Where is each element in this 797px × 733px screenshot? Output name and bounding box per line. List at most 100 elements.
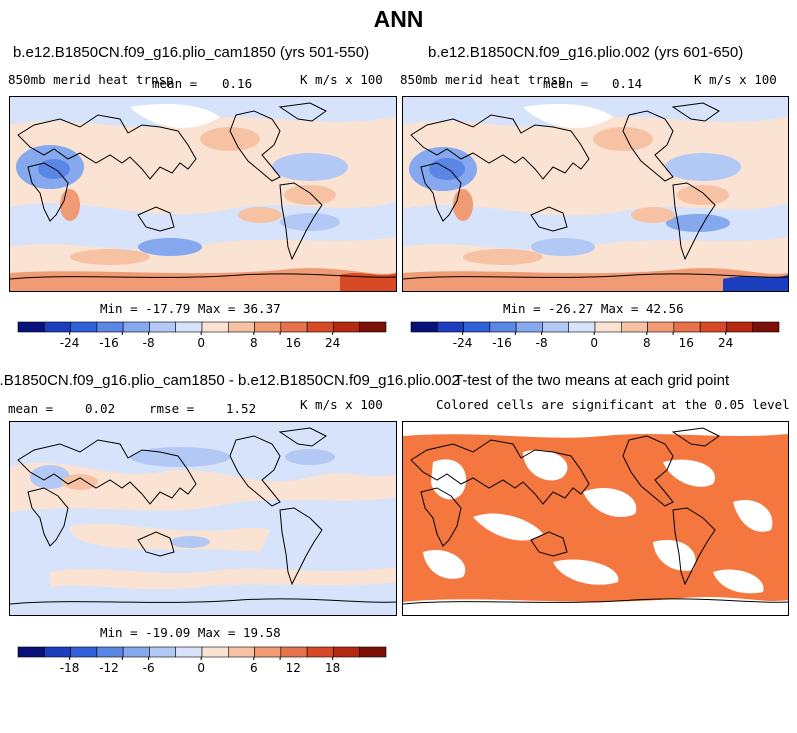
panel3-rmse-label: rmse =	[149, 401, 195, 416]
panel1-colorbar-tick-label: 16	[286, 336, 301, 350]
colorbar-cell	[726, 321, 754, 333]
panel3-rmse-value: 1.52	[226, 401, 257, 416]
colorbar-cell	[647, 321, 675, 333]
panel3-field-contours	[10, 422, 396, 615]
colorbar-cell	[149, 321, 177, 333]
panel1-field-label: 850mb merid heat trnsp	[8, 72, 174, 87]
panel2-colorbar-tick-label: -8	[536, 336, 548, 350]
colorbar-cell	[175, 646, 203, 658]
colorbar-cell	[515, 321, 543, 333]
panel1-mean-label: mean =	[152, 76, 198, 91]
panel2-colorbar-cells	[410, 321, 780, 333]
panel1-colorbar-tick-label: -24	[60, 336, 80, 350]
panel3-colorbar-tick-label: 6	[250, 661, 258, 675]
figure-title: ANN	[373, 6, 424, 32]
colorbar-cell	[280, 321, 308, 333]
colorbar-cell	[359, 646, 387, 658]
panel1-field-contours	[10, 97, 396, 291]
colorbar-cell	[436, 321, 464, 333]
colorbar-cell	[620, 321, 648, 333]
panel4-title: T-test of the two means at each grid poi…	[454, 372, 730, 389]
panel3-mean-value: 0.02	[85, 401, 116, 416]
colorbar-cell	[254, 321, 282, 333]
panel2-title: b.e12.B1850CN.f09_g16.plio.002 (yrs 601-…	[428, 44, 744, 61]
panel3-colorbar-tick-label: -12	[99, 661, 119, 675]
colorbar-cell	[17, 321, 45, 333]
colorbar-cell	[489, 321, 517, 333]
panel3-units: K m/s x 100	[300, 397, 383, 412]
panel2-units: K m/s x 100	[694, 72, 777, 87]
colorbar-cell	[17, 646, 45, 658]
colorbar-cell	[306, 321, 334, 333]
colorbar-cell	[96, 321, 124, 333]
colorbar-cell	[306, 646, 334, 658]
panel2-field-label: 850mb merid heat trnsp	[400, 72, 566, 87]
colorbar-cell	[752, 321, 780, 333]
colorbar-cell	[122, 321, 150, 333]
panel2-colorbar-tick-label: 24	[718, 336, 733, 350]
colorbar-cell	[201, 321, 229, 333]
panel3-title: b.e12.B1850CN.f09_g16.plio_cam1850 - b.e…	[0, 372, 460, 389]
panel2-colorbar-ticks	[462, 332, 727, 335]
panel2-colorbar: -24 -16 -8 0 8 16 24	[410, 321, 780, 350]
panel2-colorbar-tick-label: 16	[679, 336, 694, 350]
panel1-colorbar-tick-label: 24	[325, 336, 340, 350]
panel3-colorbar-tick-label: 18	[325, 661, 340, 675]
colorbar-cell	[410, 321, 438, 333]
panel2-colorbar-tick-label: -24	[453, 336, 473, 350]
panel1-colorbar: -24 -16 -8 0 8 16 24	[17, 321, 387, 350]
colorbar-cell	[333, 321, 361, 333]
colorbar-cell	[175, 321, 203, 333]
panel1-units: K m/s x 100	[300, 72, 383, 87]
panel1-colorbar-tick-label: -8	[143, 336, 155, 350]
panel3-colorbar-cells	[17, 646, 387, 658]
panel3-colorbar-ticks	[69, 657, 334, 660]
panel2-colorbar-tick-label: 8	[643, 336, 651, 350]
colorbar-cell	[333, 646, 361, 658]
colorbar-cell	[254, 646, 282, 658]
colorbar-cell	[70, 646, 98, 658]
panel1-colorbar-tick-label: 8	[250, 336, 258, 350]
colorbar-cell	[594, 321, 622, 333]
panel2-mean-label: mean =	[543, 76, 589, 91]
colorbar-cell	[542, 321, 570, 333]
colorbar-cell	[280, 646, 308, 658]
panel1-colorbar-ticks	[69, 332, 334, 335]
panel2-map	[402, 96, 789, 292]
panel1-map	[9, 96, 397, 292]
colorbar-cell	[149, 646, 177, 658]
panel2-map-svg	[403, 97, 788, 291]
panel3-colorbar-tick-label: 12	[286, 661, 301, 675]
colorbar-cell	[699, 321, 727, 333]
colorbar-cell	[568, 321, 596, 333]
panel1-title: b.e12.B1850CN.f09_g16.plio_cam1850 (yrs …	[13, 44, 370, 61]
colorbar-cell	[96, 646, 124, 658]
panel4-coastlines	[403, 427, 788, 605]
panel2-minmax: Min = -26.27 Max = 42.56	[503, 301, 684, 316]
panel3-colorbar-tick-label: 0	[197, 661, 205, 675]
panel4-map	[402, 421, 789, 616]
panel3-colorbar-tick-label: -18	[60, 661, 80, 675]
panel2-coastlines	[403, 102, 788, 280]
colorbar-cell	[70, 321, 98, 333]
panel1-mean-value: 0.16	[222, 76, 253, 91]
colorbar-cell	[673, 321, 701, 333]
panel1-coastlines	[10, 102, 396, 280]
colorbar-cell	[122, 646, 150, 658]
panel3-minmax: Min = -19.09 Max = 19.58	[100, 625, 281, 640]
panel4-significance-field	[403, 422, 788, 615]
panel1-map-svg	[10, 97, 396, 291]
colorbar-cell	[359, 321, 387, 333]
panel3-map	[9, 421, 397, 616]
panel1-minmax: Min = -17.79 Max = 36.37	[100, 301, 281, 316]
panel2-mean-value: 0.14	[612, 76, 643, 91]
panel2-colorbar-tick-label: 0	[590, 336, 598, 350]
colorbar-cell	[201, 646, 229, 658]
panel2-field-contours	[403, 97, 788, 291]
colorbar-cell	[43, 646, 71, 658]
panel3-colorbar: -18 -12 -6 0 6 12 18	[17, 646, 387, 675]
panel1-colorbar-cells	[17, 321, 387, 333]
panel1-colorbar-tick-label: 0	[197, 336, 205, 350]
panel3-colorbar-tick-label: -6	[143, 661, 155, 675]
panel4-map-svg	[403, 422, 788, 615]
